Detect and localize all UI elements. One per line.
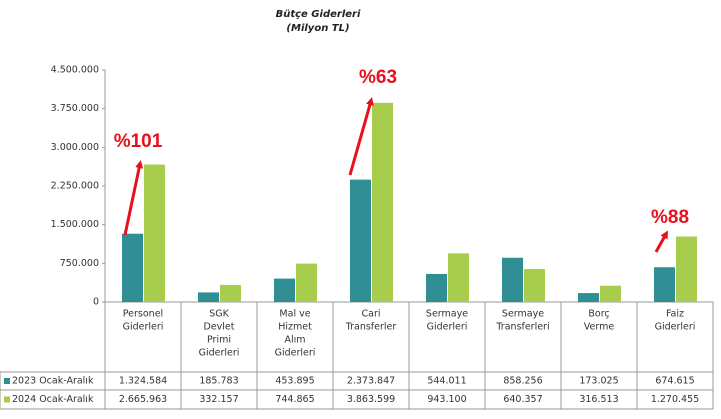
bar: [676, 236, 697, 302]
category-label: Personel: [123, 309, 163, 320]
legend-label: 2024 Ocak-Aralık: [12, 394, 94, 405]
table-value: 1.270.455: [651, 394, 699, 405]
y-tick-label: 2.250.000: [51, 181, 99, 192]
category-label: Alım: [284, 335, 305, 346]
annotation-arrow: [123, 160, 144, 236]
y-tick-label: 4.500.000: [51, 65, 99, 76]
table-value: 943.100: [427, 394, 466, 405]
bar: [350, 179, 371, 302]
category-label: Giderleri: [275, 348, 316, 359]
annotation: %63: [359, 67, 397, 88]
y-tick-label: 1.500.000: [51, 219, 99, 230]
category-label: Borç: [588, 309, 609, 320]
table-value: 3.863.599: [347, 394, 395, 405]
bar: [296, 263, 317, 302]
table-value: 1.324.584: [119, 376, 167, 387]
table-value: 2.373.847: [347, 376, 395, 387]
category-label: Sermaye: [502, 309, 544, 320]
bar: [198, 292, 219, 302]
table-value: 640.357: [503, 394, 542, 405]
table-value: 173.025: [579, 376, 618, 387]
y-tick-label: 3.000.000: [51, 142, 99, 153]
category-label: Giderleri: [427, 322, 468, 333]
category-label: SGK: [209, 309, 229, 320]
bar: [144, 164, 165, 302]
chart-title: Bütçe Giderleri: [276, 9, 361, 20]
annotation-arrow: [348, 97, 374, 176]
category-label: Mal ve: [279, 309, 310, 320]
category-label: Giderleri: [123, 322, 164, 333]
table-value: 744.865: [275, 394, 314, 405]
category-label: Sermaye: [426, 309, 468, 320]
table-value: 185.783: [199, 376, 238, 387]
table-value: 2.665.963: [119, 394, 167, 405]
bar: [448, 253, 469, 302]
category-label: Faiz: [666, 309, 684, 320]
legend-swatch: [4, 396, 10, 403]
table-value: 332.157: [199, 394, 238, 405]
chart-subtitle: (Milyon TL): [286, 23, 349, 34]
category-label: Giderleri: [655, 322, 696, 333]
bar: [372, 102, 393, 303]
category-label: Giderleri: [199, 348, 240, 359]
legend-label: 2023 Ocak-Aralık: [12, 376, 94, 387]
table-value: 453.895: [275, 376, 314, 387]
category-label: Cari: [362, 309, 381, 320]
bar: [578, 293, 599, 302]
category-label: Verme: [584, 322, 615, 333]
table-value: 316.513: [579, 394, 618, 405]
bar: [274, 278, 295, 302]
bar: [600, 285, 621, 302]
annotation: %88: [651, 207, 689, 228]
bar: [502, 257, 523, 302]
category-label: Hizmet: [278, 322, 312, 333]
annotation: %101: [114, 131, 163, 152]
category-label: Transferleri: [495, 322, 549, 333]
category-label: Primi: [207, 335, 231, 346]
bar: [524, 268, 545, 302]
category-label: Transferler: [345, 322, 397, 333]
y-tick-label: 750.000: [60, 258, 99, 269]
bar: [426, 273, 447, 302]
bar: [122, 233, 143, 302]
table-value: 674.615: [655, 376, 694, 387]
table-value: 858.256: [503, 376, 542, 387]
annotation-arrow: [654, 230, 668, 253]
y-tick-label: 3.750.000: [51, 103, 99, 114]
bar: [220, 284, 241, 302]
category-label: Devlet: [204, 322, 235, 333]
y-tick-label: 0: [93, 297, 99, 308]
legend-swatch: [4, 378, 10, 384]
bar: [654, 267, 675, 302]
table-value: 544.011: [427, 376, 466, 387]
